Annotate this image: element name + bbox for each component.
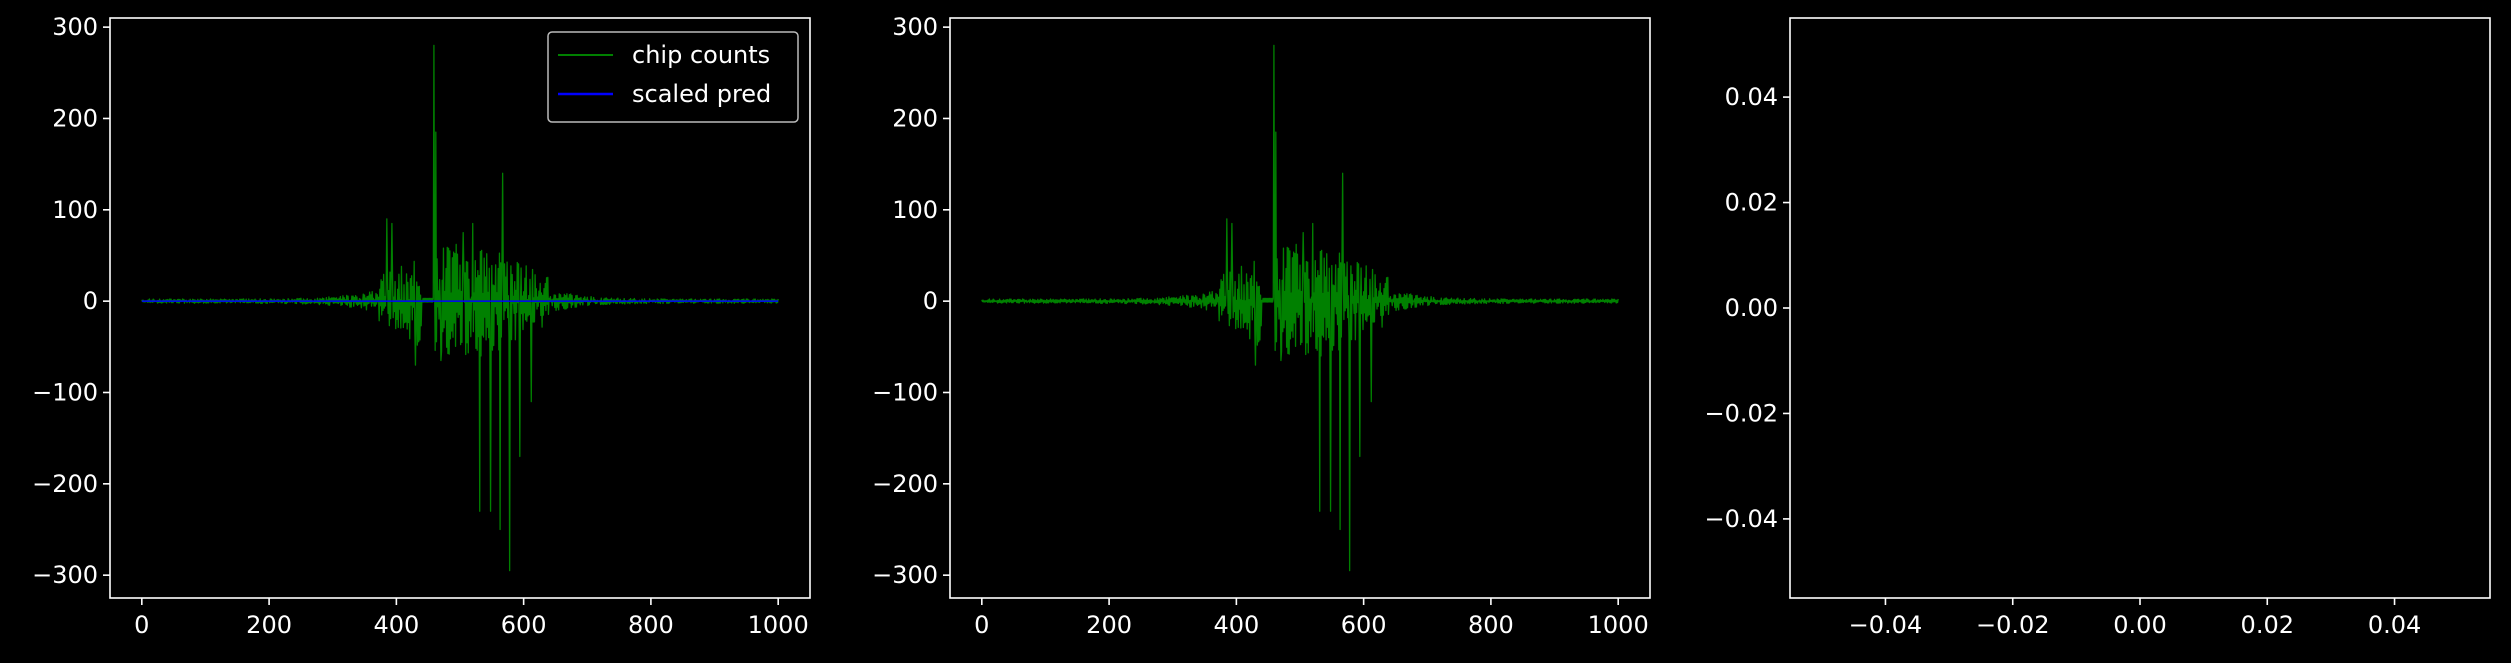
- y-axis-ticks: −300 −200 −100 0 100 200 300: [872, 13, 950, 589]
- y-axis-ticks: −300 −200 −100 0 100 200 300: [32, 13, 110, 589]
- y-tick-label: 200: [892, 104, 938, 132]
- y-tick-label: −200: [872, 470, 938, 498]
- legend-label-scaled-pred: scaled pred: [632, 80, 771, 108]
- axes-frame: [109, 17, 811, 599]
- x-tick-label: 1000: [748, 611, 809, 639]
- y-tick-label: −0.04: [1704, 505, 1778, 533]
- series-line-chip-counts: [981, 44, 1619, 572]
- x-tick-label: 600: [501, 611, 547, 639]
- y-tick-label: −300: [32, 561, 98, 589]
- series-layer: [141, 44, 779, 572]
- y-tick-label: −0.02: [1704, 399, 1778, 427]
- y-tick-label: −100: [32, 378, 98, 406]
- x-tick-label: 800: [628, 611, 674, 639]
- y-tick-label: 300: [52, 13, 98, 41]
- y-tick-label: −100: [872, 378, 938, 406]
- y-tick-label: 100: [52, 196, 98, 224]
- legend-label-chip-counts: chip counts: [632, 41, 770, 69]
- x-axis-ticks: 0 200 400 600 800 1000: [974, 598, 1649, 639]
- x-tick-label: 600: [1341, 611, 1387, 639]
- x-axis-ticks: −0.04 −0.02 0.00 0.02 0.04: [1849, 598, 2421, 639]
- x-tick-label: −0.04: [1849, 611, 1923, 639]
- x-tick-label: 0.02: [2241, 611, 2294, 639]
- y-tick-label: 200: [52, 104, 98, 132]
- chart-panel-middle: 0 200 400 600 800 1000 −300 −200 −100 0 100 200 300: [872, 13, 1651, 639]
- y-tick-label: 0: [83, 287, 98, 315]
- y-tick-label: 0.02: [1725, 189, 1778, 217]
- x-tick-label: −0.02: [1976, 611, 2050, 639]
- y-tick-label: 100: [892, 196, 938, 224]
- x-tick-label: 0.04: [2368, 611, 2421, 639]
- x-tick-label: 200: [1086, 611, 1132, 639]
- series-layer: [981, 44, 1619, 572]
- y-tick-label: −200: [32, 470, 98, 498]
- x-tick-label: 1000: [1588, 611, 1649, 639]
- x-axis-ticks: 0 200 400 600 800 1000: [134, 598, 809, 639]
- x-tick-label: 0: [974, 611, 989, 639]
- x-tick-label: 400: [373, 611, 419, 639]
- x-tick-label: 200: [246, 611, 292, 639]
- chart-panel-right: −0.04 −0.02 0.00 0.02 0.04 −0.04 −0.02 0.00 0.0…: [1704, 17, 2491, 639]
- x-tick-label: 400: [1213, 611, 1259, 639]
- y-axis-ticks: −0.04 −0.02 0.00 0.02 0.04: [1704, 83, 1790, 533]
- x-tick-label: 800: [1468, 611, 1514, 639]
- axes-frame: [949, 17, 1651, 599]
- y-tick-label: 0: [923, 287, 938, 315]
- x-tick-label: 0.00: [2113, 611, 2166, 639]
- y-tick-label: −300: [872, 561, 938, 589]
- legend: chip counts scaled pred: [547, 31, 799, 123]
- chart-panel-left: 0 200 400 600 800 1000 −300 −200 −100 0 100 200 300…: [32, 13, 811, 639]
- y-tick-label: 0.04: [1725, 83, 1778, 111]
- y-tick-label: 300: [892, 13, 938, 41]
- x-tick-label: 0: [134, 611, 149, 639]
- y-tick-label: 0.00: [1725, 294, 1778, 322]
